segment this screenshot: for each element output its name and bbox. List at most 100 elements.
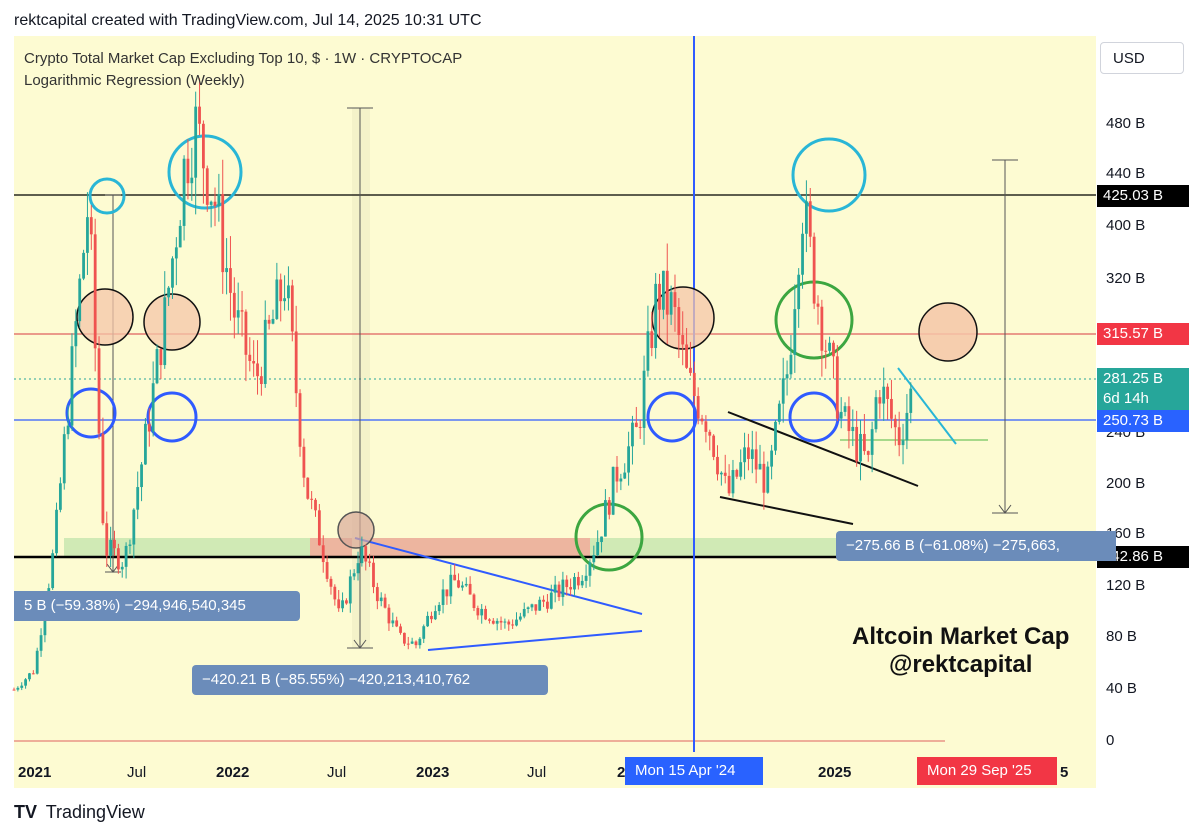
candle-body bbox=[789, 354, 793, 375]
candle-body bbox=[194, 106, 198, 178]
candle-body bbox=[460, 585, 464, 588]
currency-button[interactable]: USD bbox=[1100, 42, 1184, 74]
candle-body bbox=[631, 422, 634, 447]
candle-body bbox=[874, 397, 878, 430]
candle-body bbox=[754, 449, 758, 470]
candle-body bbox=[62, 434, 66, 484]
candle-body bbox=[275, 279, 279, 319]
watermark-line1: Altcoin Market Cap bbox=[852, 623, 1070, 650]
candle-body bbox=[526, 607, 530, 610]
candle-body bbox=[557, 584, 561, 598]
candle-body bbox=[333, 586, 337, 600]
candle-body bbox=[816, 303, 820, 307]
candle-body bbox=[155, 349, 159, 384]
watermark: Altcoin Market Cap @rektcapital bbox=[852, 623, 1069, 679]
candle-body bbox=[124, 545, 128, 567]
candle-body bbox=[441, 589, 445, 606]
candle-body bbox=[669, 292, 673, 315]
candle-body bbox=[824, 350, 828, 352]
candle-body bbox=[638, 426, 642, 428]
candle-body bbox=[433, 611, 437, 620]
candle-body bbox=[314, 499, 317, 511]
candle-body bbox=[878, 397, 882, 404]
candle-body bbox=[24, 679, 27, 686]
candle-body bbox=[12, 689, 16, 691]
candle-body bbox=[623, 472, 627, 479]
candle-body bbox=[708, 431, 712, 436]
candle-body bbox=[51, 553, 55, 589]
candle-body bbox=[267, 319, 271, 324]
cyan-circle-top-2021a bbox=[88, 177, 126, 215]
candle-body bbox=[298, 393, 302, 447]
candle-body bbox=[352, 573, 356, 577]
candle-body bbox=[256, 363, 259, 377]
candle-body bbox=[654, 283, 658, 349]
candle-body bbox=[16, 687, 20, 690]
candle-body bbox=[263, 319, 267, 385]
candle-body bbox=[186, 158, 190, 184]
candle-body bbox=[862, 433, 866, 452]
blue-circle-2 bbox=[146, 391, 198, 443]
candle-body bbox=[600, 536, 603, 543]
candle-body bbox=[700, 418, 704, 422]
candle-body bbox=[457, 580, 460, 588]
candle-body bbox=[770, 450, 774, 467]
candle-body bbox=[144, 423, 147, 465]
candle-body bbox=[677, 307, 681, 336]
candle-body bbox=[472, 594, 476, 609]
candle-body bbox=[321, 545, 325, 563]
candle-body bbox=[383, 597, 387, 608]
candle-body bbox=[546, 601, 549, 609]
triangle-lower-line bbox=[427, 630, 643, 651]
candle-body bbox=[221, 194, 225, 273]
candle-body bbox=[646, 331, 650, 371]
candle-body bbox=[596, 542, 600, 556]
candle-body bbox=[870, 429, 874, 455]
candle-body bbox=[681, 335, 685, 345]
watermark-line2: @rektcapital bbox=[888, 651, 1033, 678]
candle-body bbox=[785, 374, 789, 379]
candle-body bbox=[171, 258, 174, 288]
candle-body bbox=[835, 356, 839, 419]
candle-body bbox=[35, 650, 39, 674]
candle-body bbox=[576, 576, 580, 586]
candle-body bbox=[406, 643, 410, 645]
price-tag-281: 281.25 B bbox=[1097, 368, 1189, 390]
time-axis[interactable] bbox=[14, 752, 1096, 788]
candle-body bbox=[283, 298, 286, 302]
candle-body bbox=[325, 562, 329, 579]
candle-body bbox=[573, 576, 576, 590]
grey-circle-bottom-retest bbox=[337, 511, 375, 549]
x-tick-label: 2025 bbox=[818, 764, 852, 781]
candle-body bbox=[70, 346, 74, 426]
measure-box-2: −420.21 B (−85.55%) −420,213,410,762 bbox=[192, 665, 548, 695]
candle-body bbox=[329, 578, 333, 587]
candle-body bbox=[491, 620, 495, 624]
candle-body bbox=[422, 626, 426, 639]
candle-body bbox=[511, 624, 515, 626]
candle-body bbox=[279, 279, 283, 302]
candle-body bbox=[592, 555, 596, 563]
measure-arrow-2025 bbox=[992, 159, 1018, 514]
candle-body bbox=[287, 285, 290, 299]
price-tag-250: 250.73 B bbox=[1097, 410, 1189, 432]
measure-arrow-2021 bbox=[105, 194, 121, 573]
candle-body bbox=[534, 604, 538, 611]
candle-body bbox=[890, 398, 893, 419]
candle-body bbox=[522, 609, 526, 617]
candle-body bbox=[588, 562, 592, 576]
candle-body bbox=[549, 592, 553, 609]
candle-body bbox=[565, 579, 569, 588]
candle-body bbox=[159, 349, 163, 366]
candle-body bbox=[341, 600, 344, 609]
candle-body bbox=[762, 463, 766, 493]
candle-body bbox=[905, 412, 909, 441]
candle-body bbox=[236, 310, 240, 318]
candle-body bbox=[375, 587, 379, 602]
candle-body bbox=[198, 106, 201, 124]
measure-box-1: 5 B (−59.38%) −294,946,540,345 bbox=[14, 591, 300, 621]
candle-body bbox=[797, 274, 801, 310]
candle-body bbox=[611, 466, 615, 515]
triangle-upper-line bbox=[354, 537, 643, 615]
y-tick-label: 80 B bbox=[1106, 628, 1137, 645]
